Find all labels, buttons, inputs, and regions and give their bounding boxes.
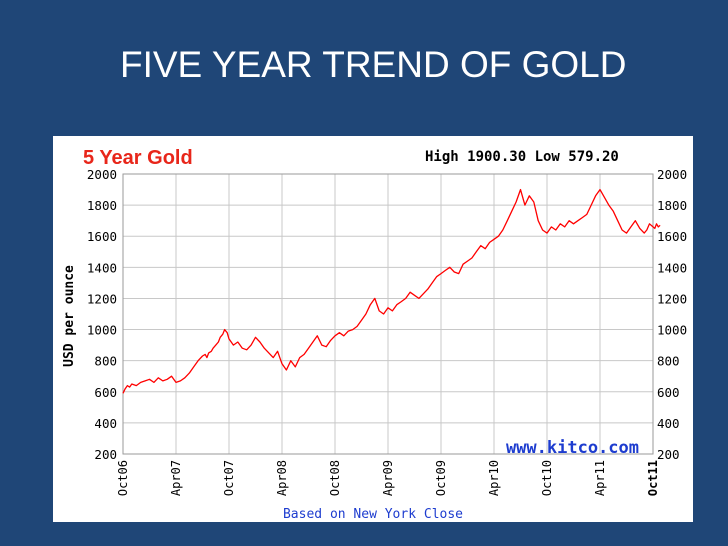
chart-background: [53, 136, 693, 522]
y-tick-label-right: 800: [657, 354, 680, 369]
y-tick-label-right: 1600: [657, 229, 687, 244]
y-tick-label-left: 1400: [87, 260, 117, 275]
x-tick-label: Apr09: [381, 460, 395, 496]
gold-price-line: [122, 188, 661, 394]
y-tick-label-right: 1000: [657, 323, 687, 338]
y-tick-label-right: 1200: [657, 291, 687, 306]
y-tick-label-right: 200: [657, 447, 680, 462]
y-tick-label-right: 1800: [657, 198, 687, 213]
y-tick-label-left: 200: [94, 447, 117, 462]
x-tick-label: Oct11: [646, 460, 660, 496]
y-tick-label-left: 600: [94, 385, 117, 400]
y-tick-label-right: 400: [657, 416, 680, 431]
y-tick-label-right: 600: [657, 385, 680, 400]
x-tick-label: Apr11: [593, 460, 607, 496]
x-tick-label: Oct10: [540, 460, 554, 496]
chart-panel: 5 Year Gold High 1900.30 Low 579.20 USD …: [53, 136, 693, 522]
chart-title: 5 Year Gold: [83, 147, 193, 169]
x-ticks: Oct06 Apr07 Oct07 Apr08 Oct08 Apr09 Oct09 Apr10…: [116, 460, 660, 496]
y-tick-label-left: 1600: [87, 229, 117, 244]
y-axis-label: USD per ounce: [62, 265, 77, 367]
plot-frame: [122, 173, 654, 455]
y-tick-label-left: 1800: [87, 198, 117, 213]
x-tick-label: Oct08: [328, 460, 342, 496]
slide-title: FIVE YEAR TREND OF GOLD: [120, 44, 627, 85]
x-tick-label: Apr08: [275, 460, 289, 496]
y-tick-label-right: 2000: [657, 167, 687, 182]
y-tick-label-left: 1000: [87, 323, 117, 338]
y-ticks-right: 200 400 600 800 1000 1200 1400 1600 1800 2000: [657, 167, 687, 462]
y-tick-label-left: 2000: [87, 167, 117, 182]
y-ticks-left: 200 400 600 800 1000 1200 1400 1600 1800 2000: [87, 167, 117, 462]
y-tick-label-left: 400: [94, 416, 117, 431]
y-tick-label-left: 800: [94, 354, 117, 369]
y-tick-label-left: 1200: [87, 291, 117, 306]
x-tick-label: Oct07: [222, 460, 236, 496]
gold-price-chart: 5 Year Gold High 1900.30 Low 579.20 USD …: [53, 136, 693, 522]
x-tick-label: Apr10: [487, 460, 501, 496]
x-tick-label: Apr07: [169, 460, 183, 496]
x-tick-label: Oct06: [116, 460, 130, 496]
y-tick-label-right: 1400: [657, 260, 687, 275]
high-low-stats: High 1900.30 Low 579.20: [425, 149, 619, 165]
watermark: www.kitco.com: [506, 438, 639, 458]
chart-footer: Based on New York Close: [283, 507, 463, 522]
price-series: [122, 188, 661, 394]
x-tick-label: Oct09: [434, 460, 448, 496]
